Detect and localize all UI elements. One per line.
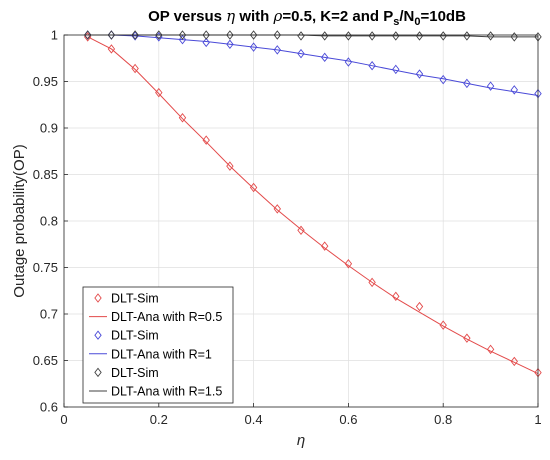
series-4-point [415,31,424,41]
legend-entry-label: DLT-Sim [111,366,159,380]
x-tick-label: 0.6 [339,412,357,427]
x-axis-label: η [297,432,305,449]
chart-title: OP versus η with ρ=0.5, K=2 and Ps/N0=10… [148,7,466,28]
y-tick-label: 0.75 [33,260,58,275]
legend-marker-swatch [94,330,102,340]
y-tick-label: 0.65 [33,353,58,368]
series-2-point [415,69,424,79]
series-4-point [202,30,210,40]
series-0-point [202,135,210,145]
series-4-point [344,31,353,41]
series-4-point [273,30,281,40]
legend-entry-label: DLT-Sim [111,329,159,343]
series-0-point [321,241,329,251]
series-0-point [486,344,495,355]
x-tick-label: 1 [534,412,541,427]
series-0-point [392,291,400,302]
series-2-point [510,85,518,95]
series-0-point [226,161,234,171]
series-0-point [463,333,471,343]
legend-entry-label: DLT-Sim [111,292,159,306]
series-2-point [486,81,495,91]
series-line-1 [87,36,539,374]
series-line-3 [87,34,539,96]
x-tick-label: 0.4 [245,412,263,427]
series-4-point [226,30,234,40]
series-2-point [368,60,376,71]
series-2-point [321,52,329,63]
series-0-point [344,259,353,269]
legend-entry-label: DLT-Ana with R=0.5 [111,310,222,324]
series-4-point [486,31,495,41]
series-2-point [392,64,400,75]
series-2-point [178,34,187,45]
x-tick-label: 0.2 [150,412,168,427]
series-4-point [510,32,518,42]
series-2-point [463,78,471,89]
series-4-point [249,30,258,40]
y-tick-label: 1 [51,28,58,43]
series-4-point [321,31,329,41]
series-0-point [439,320,447,330]
series-2-point [297,48,305,59]
series-4-point [439,31,447,41]
series-2-point [273,45,281,55]
series-4-point [155,30,163,40]
y-tick-label: 0.7 [40,307,58,322]
series-0-point [84,32,92,42]
series-0-point [415,301,424,312]
legend: DLT-Sim DLT-Ana with R=0.5 DLT-Sim DLT-Ana … [82,286,234,404]
series-0-point [297,225,305,236]
plot-area [84,30,542,378]
series-4-point [131,30,139,40]
series-4-point [178,30,187,40]
legend-entry-label: DLT-Ana with R=1 [111,347,212,361]
series-4-point [392,31,400,41]
y-tick-label: 0.85 [33,167,58,182]
y-tick-label: 0.9 [40,121,58,136]
series-4-point [84,30,92,40]
y-tick-label: 0.95 [33,74,58,89]
axis-ticks: 0 0.2 0.4 0.6 0.8 1 0.6 0.65 0.7 0.75 0.8 0.85 0.9 0.… [33,28,542,428]
legend-entry-label: DLT-Ana with R=1.5 [111,385,222,399]
y-axis-label: Outage probability(OP) [11,144,28,297]
series-4-point [368,31,376,41]
series-0-point [510,356,518,367]
series-4-point [463,31,471,41]
series-2-point [249,42,258,52]
legend-marker-swatch [94,367,102,378]
x-tick-label: 0.8 [434,412,452,427]
y-tick-label: 0.6 [40,400,58,415]
legend-box [82,286,234,404]
series-4-point [107,30,116,40]
x-tick-label: 0 [60,412,67,427]
series-2-point [226,39,234,50]
y-tick-label: 0.8 [40,214,58,229]
series-2-point [155,32,163,42]
legend-marker-swatch [94,293,102,303]
